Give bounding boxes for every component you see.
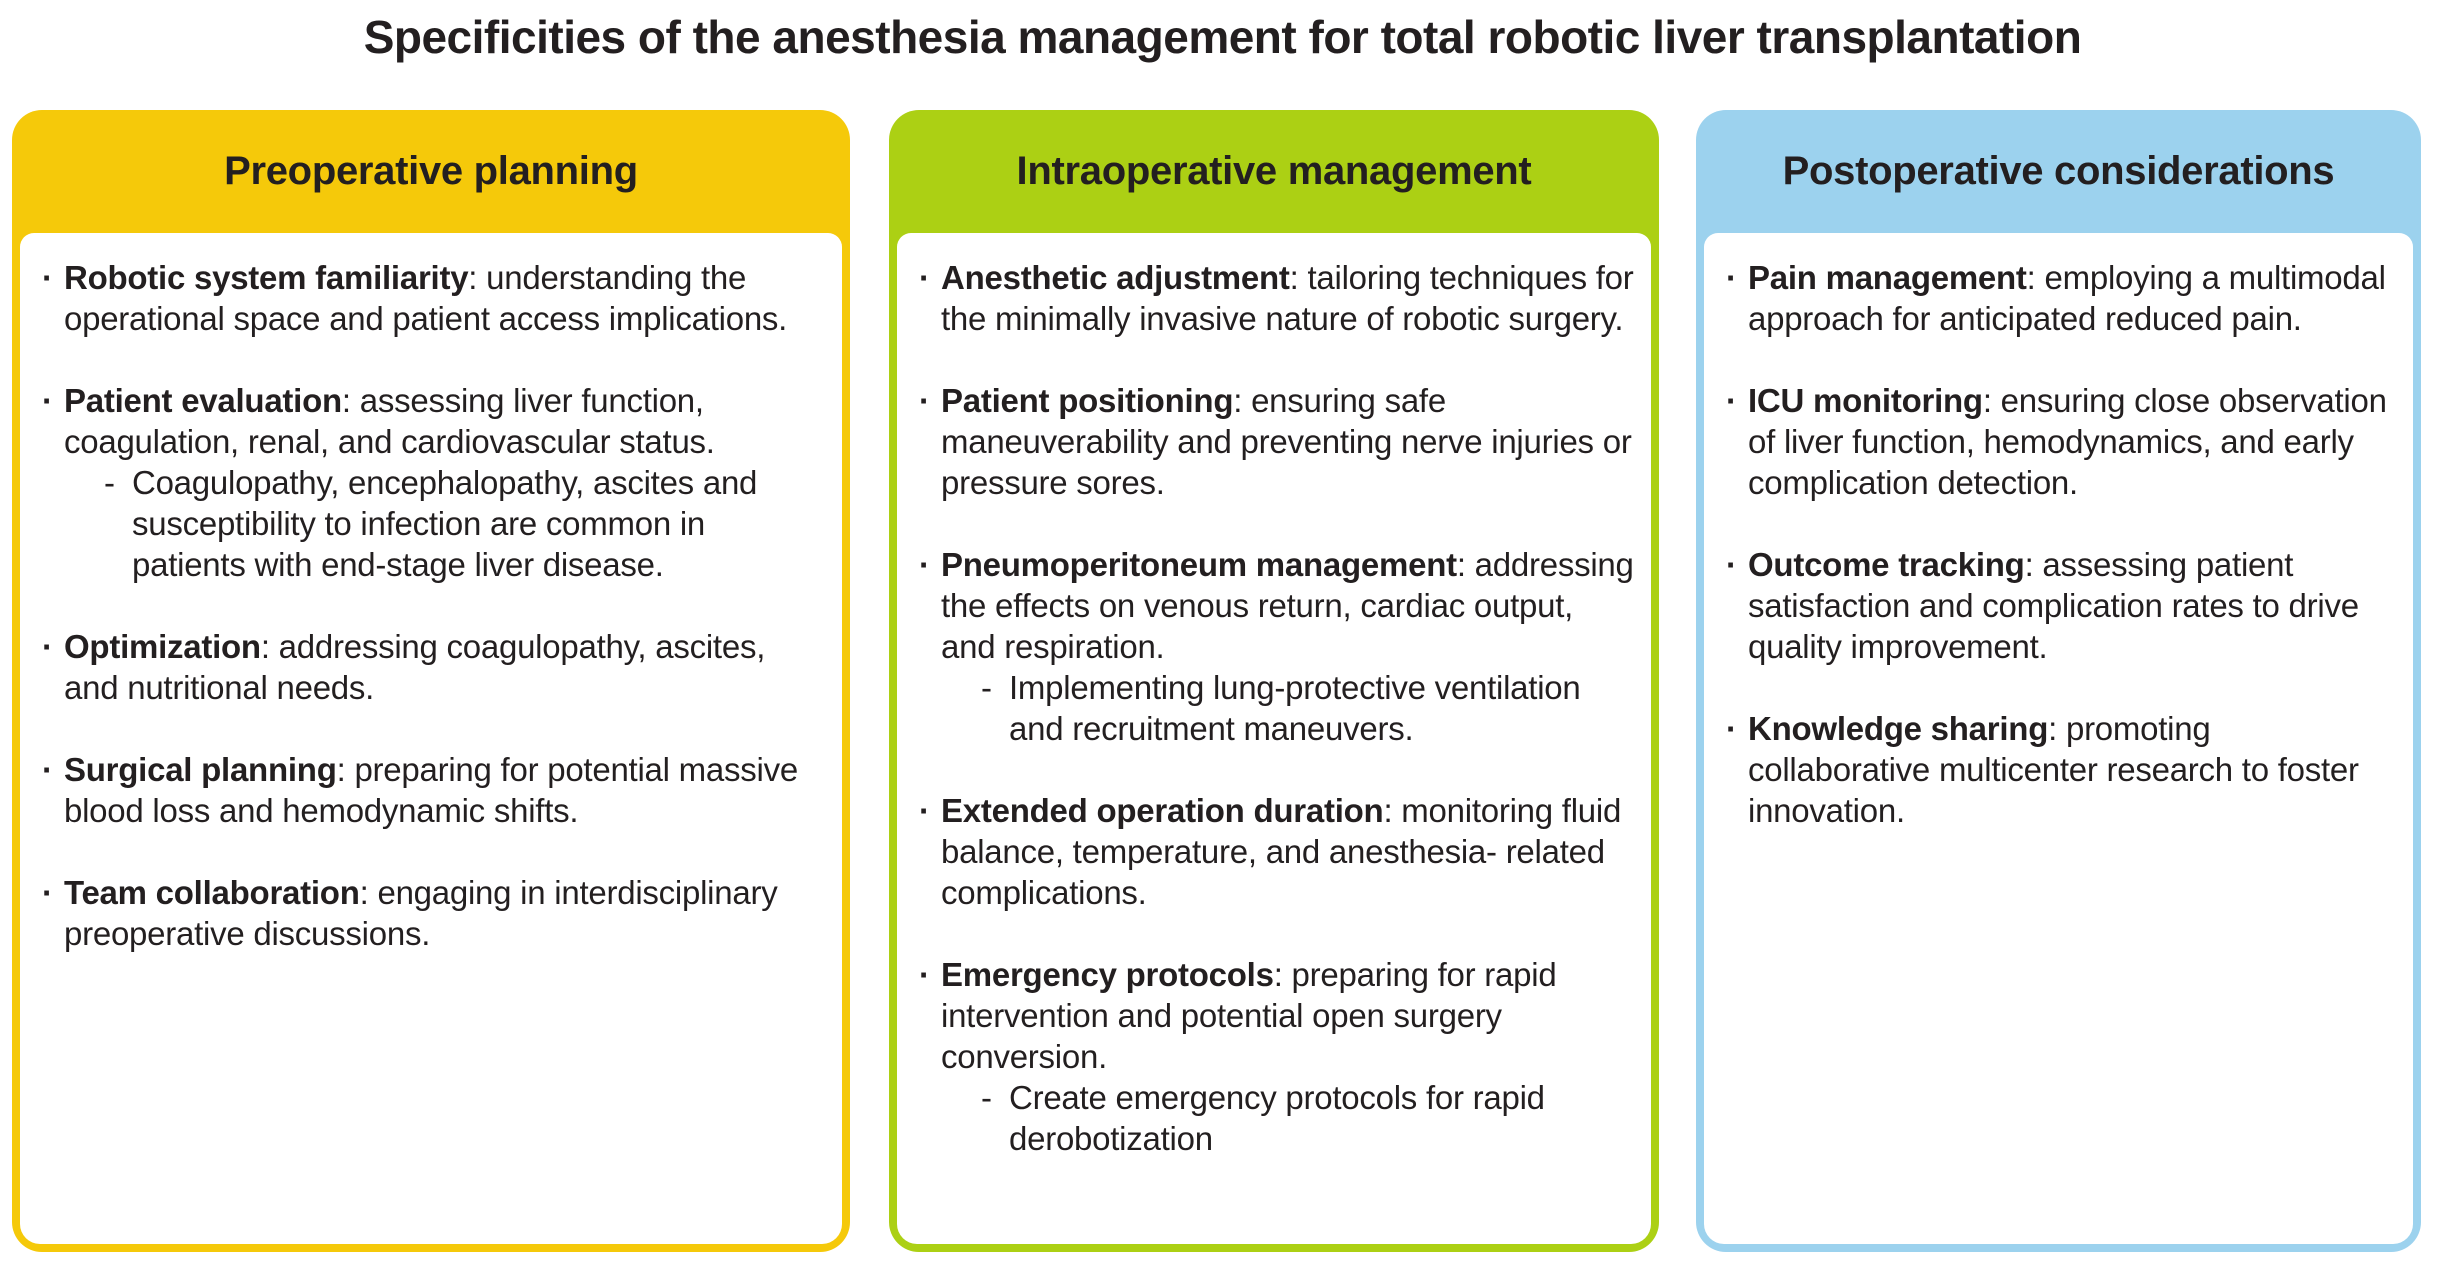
item-desc: : understanding the operational space an… bbox=[64, 259, 788, 337]
item-term: Emergency protocols bbox=[941, 956, 1274, 993]
dash-icon: - bbox=[981, 1079, 992, 1116]
bullet-icon: · bbox=[1726, 382, 1737, 419]
item-term: ICU monitoring bbox=[1748, 382, 1983, 419]
bullet-item: · Surgical planning: preparing for potent… bbox=[40, 749, 826, 831]
item-term: Knowledge sharing bbox=[1748, 710, 2049, 747]
bullet-icon: · bbox=[919, 546, 930, 583]
bullet-icon: · bbox=[42, 751, 53, 788]
item-desc: : ensuring safe maneuverability and prev… bbox=[941, 382, 1632, 501]
item-term: Anesthetic adjustment bbox=[941, 259, 1290, 296]
bullet-icon: · bbox=[919, 259, 930, 296]
bullet-icon: · bbox=[1726, 546, 1737, 583]
dash-icon: - bbox=[981, 669, 992, 706]
bullet-icon: · bbox=[42, 874, 53, 911]
figure-title: Specificities of the anesthesia manageme… bbox=[363, 11, 2082, 63]
bullet-icon: · bbox=[42, 382, 53, 419]
sub-item: - Implementing lung-protective ventilatio… bbox=[941, 667, 1635, 749]
bullet-item: · Pain management: employing a multimodal… bbox=[1724, 257, 2397, 339]
sub-text: Coagulopathy, encephalopathy, ascites an… bbox=[132, 464, 758, 583]
bullet-item: · Patient evaluation: assessing liver fun… bbox=[40, 380, 826, 585]
sub-text: Create emergency protocols for rapid der… bbox=[1009, 1079, 1545, 1157]
column-postoperative-header: Postoperative considerations bbox=[1782, 149, 2335, 193]
column-intraoperative: Intraoperative management · Anesthetic ad… bbox=[889, 110, 1659, 1252]
bullet-item: · Outcome tracking: assessing patient sat… bbox=[1724, 544, 2397, 667]
item-desc: : promoting collaborative multicenter re… bbox=[1748, 710, 2359, 829]
bullet-item: · Emergency protocols: preparing for rapi… bbox=[917, 954, 1635, 1159]
item-term: Pain management bbox=[1748, 259, 2027, 296]
sub-item: - Create emergency protocols for rapid de… bbox=[941, 1077, 1635, 1159]
bullet-item: · Robotic system familiarity: understandi… bbox=[40, 257, 826, 339]
item-term: Extended operation duration bbox=[941, 792, 1384, 829]
sub-text: Implementing lung-protective ventilation… bbox=[1009, 669, 1581, 747]
bullet-item: · Pneumoperitoneum management: addressing… bbox=[917, 544, 1635, 749]
item-desc: : monitoring fluid balance, temperature,… bbox=[941, 792, 1622, 911]
bullet-icon: · bbox=[919, 956, 930, 993]
item-desc: : assessing liver function, coagulation,… bbox=[64, 382, 715, 460]
item-desc: : employing a multimodal approach for an… bbox=[1748, 259, 2386, 337]
sub-item: - Coagulopathy, encephalopathy, ascites a… bbox=[64, 462, 826, 585]
item-term: Team collaboration bbox=[64, 874, 360, 911]
item-term: Outcome tracking bbox=[1748, 546, 2025, 583]
item-term: Optimization bbox=[64, 628, 261, 665]
bullet-item: · Optimization: addressing coagulopathy, … bbox=[40, 626, 826, 708]
item-term: Patient evaluation bbox=[64, 382, 342, 419]
bullet-item: · Anesthetic adjustment: tailoring techni… bbox=[917, 257, 1635, 339]
column-intraoperative-header: Intraoperative management bbox=[1016, 149, 1532, 193]
item-desc: : ensuring close observation of liver fu… bbox=[1748, 382, 2387, 501]
bullet-icon: · bbox=[1726, 259, 1737, 296]
column-postoperative: Postoperative considerations · Pain manag… bbox=[1696, 110, 2421, 1252]
column-preoperative: Preoperative planning · Robotic system fa… bbox=[12, 110, 850, 1252]
bullet-icon: · bbox=[1726, 710, 1737, 747]
item-term: Pneumoperitoneum management bbox=[941, 546, 1457, 583]
column-intraoperative-body: · Anesthetic adjustment: tailoring techni… bbox=[897, 233, 1651, 1244]
item-term: Robotic system familiarity bbox=[64, 259, 469, 296]
item-desc: : preparing for potential massive blood … bbox=[64, 751, 798, 829]
item-desc: : assessing patient satisfaction and com… bbox=[1748, 546, 2359, 665]
bullet-item: · Extended operation duration: monitoring… bbox=[917, 790, 1635, 913]
bullet-icon: · bbox=[919, 382, 930, 419]
column-preoperative-body: · Robotic system familiarity: understandi… bbox=[20, 233, 842, 1244]
item-desc: : engaging in interdisciplinary preopera… bbox=[64, 874, 778, 952]
bullet-icon: · bbox=[42, 259, 53, 296]
column-postoperative-body: · Pain management: employing a multimodal… bbox=[1704, 233, 2413, 1244]
bullet-item: · ICU monitoring: ensuring close observat… bbox=[1724, 380, 2397, 503]
bullet-icon: · bbox=[42, 628, 53, 665]
item-term: Surgical planning bbox=[64, 751, 337, 788]
item-desc: : preparing for rapid intervention and p… bbox=[941, 956, 1557, 1075]
bullet-icon: · bbox=[919, 792, 930, 829]
dash-icon: - bbox=[104, 464, 115, 501]
column-preoperative-header: Preoperative planning bbox=[224, 149, 638, 193]
item-desc: : addressing coagulopathy, ascites, and … bbox=[64, 628, 766, 706]
bullet-item: · Patient positioning: ensuring safe mane… bbox=[917, 380, 1635, 503]
item-term: Patient positioning bbox=[941, 382, 1234, 419]
bullet-item: · Knowledge sharing: promoting collaborat… bbox=[1724, 708, 2397, 831]
item-desc: : tailoring techniques for the minimally… bbox=[941, 259, 1634, 337]
bullet-item: · Team collaboration: engaging in interdi… bbox=[40, 872, 826, 954]
item-desc: : addressing the effects on venous retur… bbox=[941, 546, 1634, 665]
columns-row: Preoperative planning · Robotic system fa… bbox=[12, 110, 2421, 1252]
